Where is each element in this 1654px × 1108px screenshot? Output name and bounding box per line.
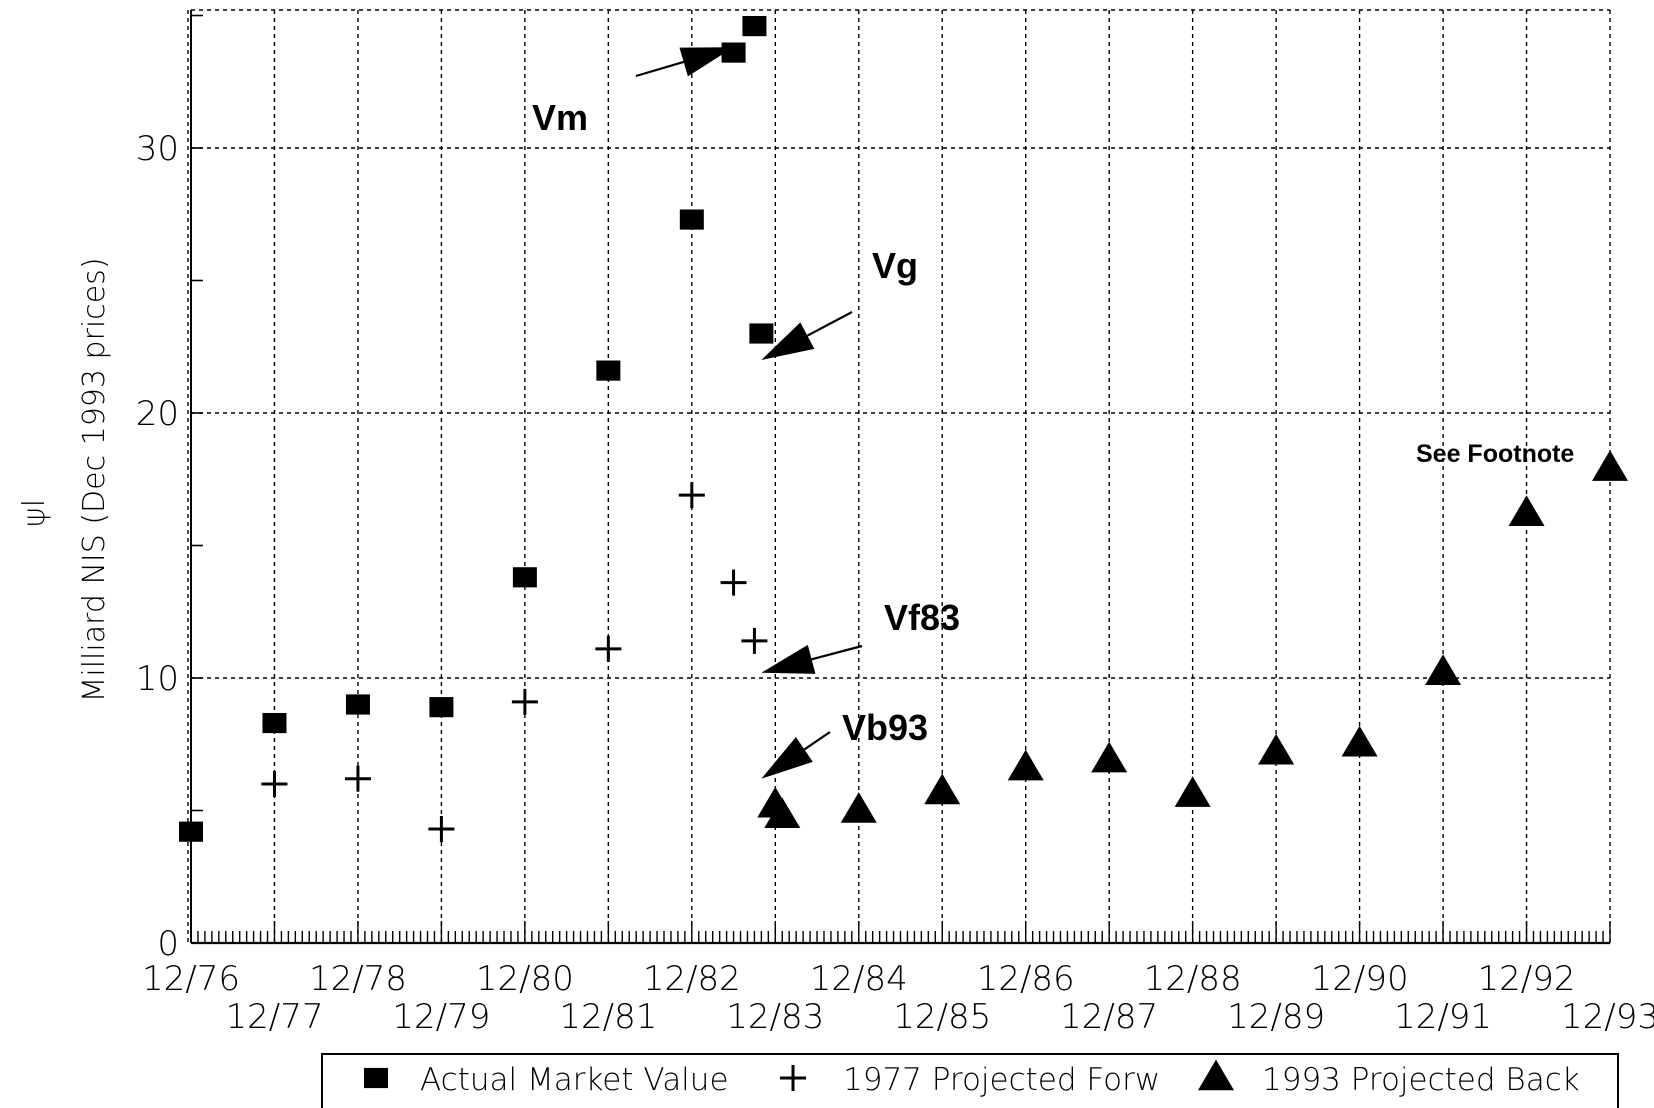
x-tick-label: 12/79 bbox=[392, 997, 490, 1037]
x-tick-label: 12/83 bbox=[726, 997, 824, 1037]
x-tick-label: 12/81 bbox=[559, 997, 657, 1037]
marker-triangle bbox=[1341, 725, 1378, 757]
marker-triangle bbox=[1592, 450, 1628, 481]
x-tick-label: 12/80 bbox=[476, 959, 574, 999]
marker-square bbox=[179, 821, 203, 842]
marker-triangle bbox=[764, 797, 801, 829]
marker-triangle bbox=[1508, 495, 1545, 526]
x-tick-label: 12/90 bbox=[1311, 959, 1409, 999]
series-triangle bbox=[757, 450, 1628, 829]
marker-triangle bbox=[1198, 1059, 1234, 1091]
y-tick-label: 0 bbox=[157, 924, 179, 964]
marker-plus bbox=[344, 765, 371, 792]
annotation-label: Vb93 bbox=[842, 707, 928, 748]
annotation-label: Vm bbox=[532, 97, 588, 138]
legend-box bbox=[321, 1053, 1619, 1108]
marker-triangle bbox=[924, 773, 961, 805]
axis-labels: Milliard NIS (Dec 1993 prices) ψl bbox=[17, 257, 112, 702]
marker-plus bbox=[511, 688, 538, 715]
x-tick-label: 12/92 bbox=[1478, 959, 1576, 999]
y-tick-label: 10 bbox=[136, 659, 179, 699]
annotation-arrow-shaft bbox=[806, 311, 853, 337]
marker-square bbox=[262, 712, 287, 734]
annotation-arrowhead bbox=[761, 737, 813, 779]
marker-square bbox=[679, 209, 704, 230]
x-tick-label: 12/84 bbox=[810, 959, 908, 999]
marker-plus bbox=[741, 627, 768, 654]
legend-label: 1993 Projected Back bbox=[1262, 1062, 1580, 1098]
annotation-arrow-shaft bbox=[811, 644, 863, 661]
annotation-arrow-shaft bbox=[635, 60, 684, 78]
annotation-arrowhead bbox=[761, 644, 816, 674]
marker-triangle bbox=[1007, 749, 1044, 781]
legend-label: Actual Market Value bbox=[420, 1062, 729, 1098]
marker-square bbox=[429, 697, 454, 718]
marker-square bbox=[749, 323, 774, 344]
marker-square bbox=[364, 1067, 388, 1089]
marker-triangle bbox=[1091, 741, 1128, 773]
annotation-arrow-shaft bbox=[803, 731, 831, 751]
marker-plus bbox=[678, 482, 705, 509]
grid bbox=[191, 9, 1611, 943]
y-tick-label: 30 bbox=[136, 129, 179, 169]
marker-triangle bbox=[1258, 733, 1295, 765]
series-square bbox=[179, 16, 774, 842]
series-plus bbox=[261, 482, 768, 843]
legend-label: 1977 Projected Forw bbox=[843, 1062, 1160, 1098]
marker-plus bbox=[261, 771, 288, 797]
annotation-label: See Footnote bbox=[1416, 440, 1574, 468]
marker-triangle bbox=[1425, 654, 1462, 685]
legend-item: 1993 Projected Back bbox=[1198, 1059, 1580, 1098]
marker-plus bbox=[428, 816, 455, 843]
y-tick-label: 20 bbox=[136, 394, 179, 434]
annotation-label: Vg bbox=[872, 245, 918, 286]
marker-plus bbox=[720, 569, 747, 596]
annotation-label: Vf83 bbox=[884, 597, 960, 638]
marker-square bbox=[345, 694, 370, 715]
y-axis-label: Milliard NIS (Dec 1993 prices) bbox=[77, 257, 112, 702]
marker-triangle bbox=[1174, 776, 1211, 807]
annotation-arrowhead bbox=[679, 47, 734, 77]
x-tick-label: 12/85 bbox=[893, 997, 991, 1037]
x-tick-label: 12/76 bbox=[142, 959, 240, 999]
x-tick-label: 12/82 bbox=[643, 959, 741, 999]
marker-square bbox=[742, 16, 767, 37]
x-tick-label: 12/87 bbox=[1060, 997, 1158, 1037]
axes: 010203012/7612/7712/7812/7912/8012/8112/… bbox=[136, 10, 1654, 1037]
y-axis-side-mark: ψl bbox=[17, 499, 52, 527]
x-tick-label: 12/77 bbox=[225, 997, 323, 1037]
marker-triangle bbox=[840, 792, 877, 823]
x-tick-label: 12/86 bbox=[977, 959, 1075, 999]
marker-square bbox=[512, 567, 537, 588]
marker-plus bbox=[780, 1065, 806, 1091]
x-tick-label: 12/91 bbox=[1394, 997, 1492, 1037]
x-tick-label: 12/88 bbox=[1144, 959, 1242, 999]
data-marks bbox=[179, 16, 1628, 843]
annotations: Vm Vg Vf83 Vb93 See Footnote bbox=[532, 47, 1574, 779]
x-tick-label: 12/93 bbox=[1561, 997, 1654, 1037]
marker-plus bbox=[595, 635, 622, 662]
x-tick-label: 12/78 bbox=[309, 959, 407, 999]
legend-item: 1977 Projected Forw bbox=[780, 1062, 1160, 1098]
marker-square bbox=[596, 360, 621, 381]
annotation-arrowhead bbox=[761, 322, 815, 360]
legend-item: Actual Market Value bbox=[364, 1062, 729, 1098]
x-tick-label: 12/89 bbox=[1227, 997, 1325, 1037]
legend: Actual Market Value 1977 Projected Forw 19… bbox=[321, 1053, 1619, 1108]
